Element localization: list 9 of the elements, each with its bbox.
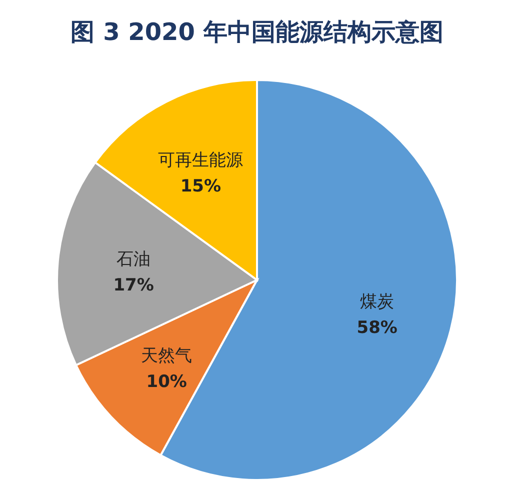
data-label: 15% (180, 176, 222, 197)
slice-label: 可再生能源 (158, 150, 244, 171)
slice-label: 煤炭 (360, 292, 394, 312)
data-label: 58% (356, 318, 398, 338)
slice-label: 石油 (116, 249, 151, 270)
slice-label: 天然气 (141, 346, 192, 366)
chart-title: 图 3 2020 年中国能源结构示意图 (70, 18, 444, 46)
data-label: 17% (113, 275, 154, 296)
data-label: 10% (146, 372, 187, 392)
